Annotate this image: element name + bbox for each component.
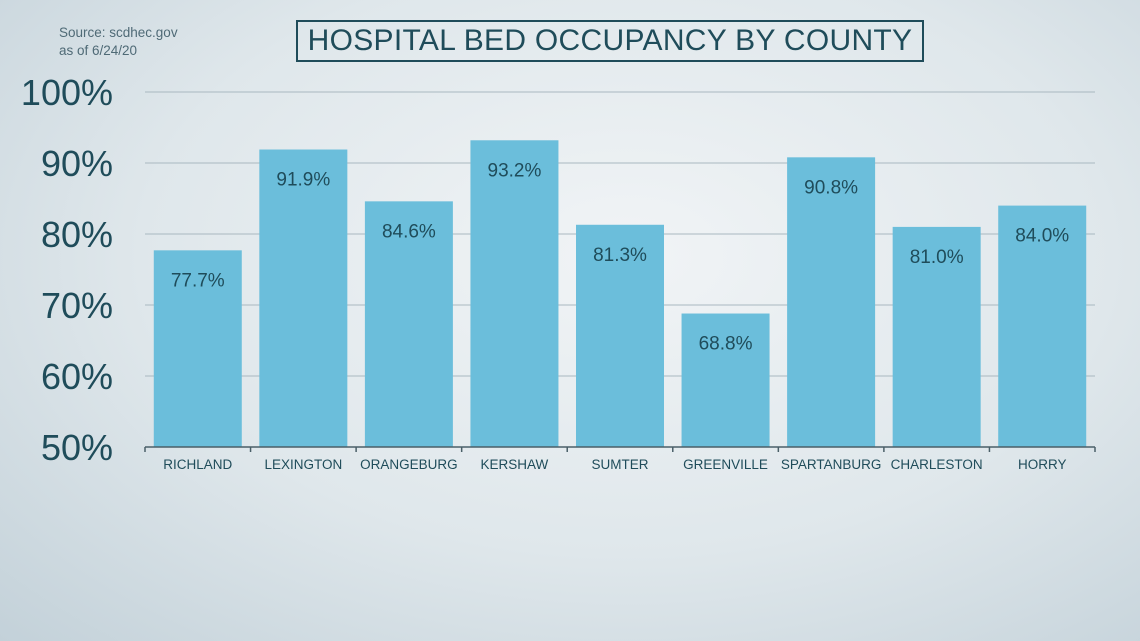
data-label: 81.3% bbox=[593, 245, 647, 266]
bar bbox=[470, 140, 559, 447]
y-tick-label: 100% bbox=[21, 72, 113, 113]
x-tick-label: KERSHAW bbox=[481, 457, 549, 472]
bar bbox=[576, 224, 664, 447]
x-tick-label: GREENVILLE bbox=[683, 457, 768, 472]
y-tick-label: 60% bbox=[41, 356, 113, 397]
data-label: 93.2% bbox=[488, 160, 542, 181]
data-label: 84.0% bbox=[1015, 226, 1069, 247]
bar bbox=[892, 226, 981, 447]
bar bbox=[681, 313, 770, 447]
x-tick-label: ORANGEBURG bbox=[360, 457, 458, 472]
data-label: 68.8% bbox=[699, 334, 753, 355]
source-note: Source: scdhec.gov as of 6/24/20 bbox=[59, 24, 178, 60]
bar bbox=[787, 157, 876, 447]
data-label: 90.8% bbox=[804, 177, 858, 198]
bar bbox=[364, 201, 453, 447]
x-tick-label: SUMTER bbox=[592, 457, 649, 472]
date-line: as of 6/24/20 bbox=[59, 43, 138, 58]
data-label: 81.0% bbox=[910, 247, 964, 268]
data-label: 91.9% bbox=[276, 170, 330, 191]
bar bbox=[998, 205, 1087, 447]
source-line: Source: scdhec.gov bbox=[59, 25, 178, 40]
x-tick-label: CHARLESTON bbox=[891, 457, 983, 472]
y-tick-label: 50% bbox=[41, 427, 113, 468]
bar bbox=[153, 250, 242, 447]
x-tick-label: SPARTANBURG bbox=[781, 457, 882, 472]
data-label: 84.6% bbox=[382, 221, 436, 242]
y-tick-label: 80% bbox=[41, 214, 113, 255]
x-tick-label: LEXINGTON bbox=[264, 457, 342, 472]
x-tick-label: HORRY bbox=[1018, 457, 1067, 472]
bar bbox=[259, 149, 348, 447]
chart-title: HOSPITAL BED OCCUPANCY BY COUNTY bbox=[296, 20, 924, 62]
y-tick-label: 70% bbox=[41, 285, 113, 326]
x-tick-label: RICHLAND bbox=[163, 457, 232, 472]
data-label: 77.7% bbox=[171, 270, 225, 291]
y-tick-label: 90% bbox=[41, 143, 113, 184]
